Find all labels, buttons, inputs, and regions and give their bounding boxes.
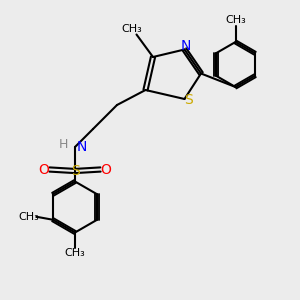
Text: O: O	[100, 163, 111, 176]
Text: H: H	[59, 137, 68, 151]
Text: O: O	[39, 163, 50, 176]
Text: CH₃: CH₃	[225, 15, 246, 25]
Text: CH₃: CH₃	[122, 24, 142, 34]
Text: CH₃: CH₃	[19, 212, 39, 222]
Text: CH₃: CH₃	[64, 248, 86, 259]
Text: N: N	[181, 39, 191, 53]
Text: S: S	[70, 164, 80, 178]
Text: N: N	[76, 140, 87, 154]
Text: S: S	[184, 94, 193, 107]
